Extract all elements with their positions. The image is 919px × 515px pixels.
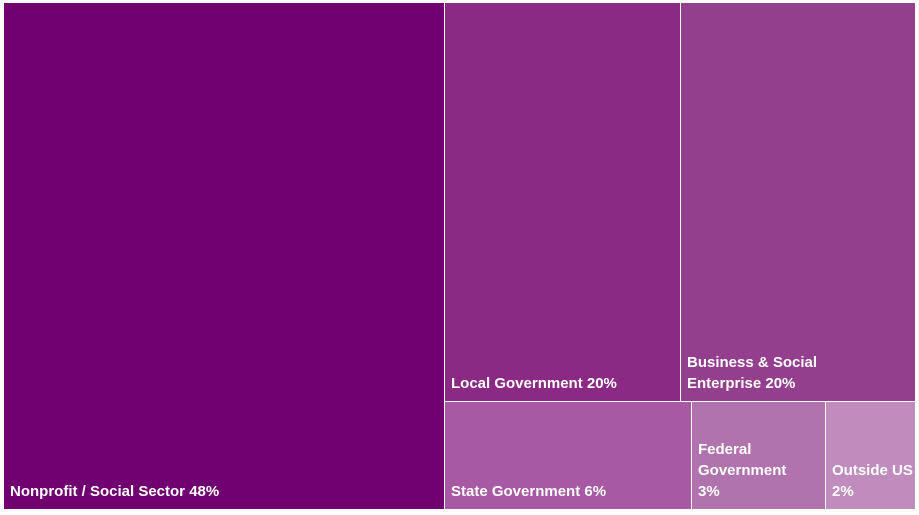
tile-label-federal-government: Federal Government 3%: [698, 439, 795, 502]
tile-percent-text: 20%: [765, 375, 796, 392]
tile-label-text: Business & Social Enterprise: [687, 354, 818, 392]
tile-label-text: Local Government: [451, 375, 583, 392]
tile-label-local-government: Local Government 20%: [451, 373, 676, 394]
tile-label-text: Nonprofit / Social Sector: [10, 483, 186, 500]
tile-percent-text: 20%: [586, 375, 617, 392]
tile-nonprofit-social-sector: Nonprofit / Social Sector 48%: [3, 2, 445, 510]
tile-percent-text: 48%: [189, 483, 220, 500]
tile-label-nonprofit: Nonprofit / Social Sector 48%: [10, 481, 440, 502]
tile-percent-text: 3%: [698, 483, 720, 500]
tile-label-business: Business & Social Enterprise 20%: [687, 352, 845, 394]
tile-percent-text: 2%: [832, 483, 854, 500]
tile-percent-text: 6%: [584, 483, 607, 500]
tile-outside-us: Outside US 2%: [825, 401, 916, 510]
tile-business-social-enterprise: Business & Social Enterprise 20%: [680, 2, 916, 402]
tile-label-text: Federal Government: [698, 441, 787, 479]
tile-federal-government: Federal Government 3%: [691, 401, 826, 510]
tile-label-text: Outside US: [832, 462, 913, 479]
tile-local-government: Local Government 20%: [444, 2, 681, 402]
tile-label-outside-us: Outside US 2%: [832, 460, 913, 502]
tile-state-government: State Government 6%: [444, 401, 692, 510]
tile-label-text: State Government: [451, 483, 581, 500]
tile-label-state-government: State Government 6%: [451, 481, 687, 502]
